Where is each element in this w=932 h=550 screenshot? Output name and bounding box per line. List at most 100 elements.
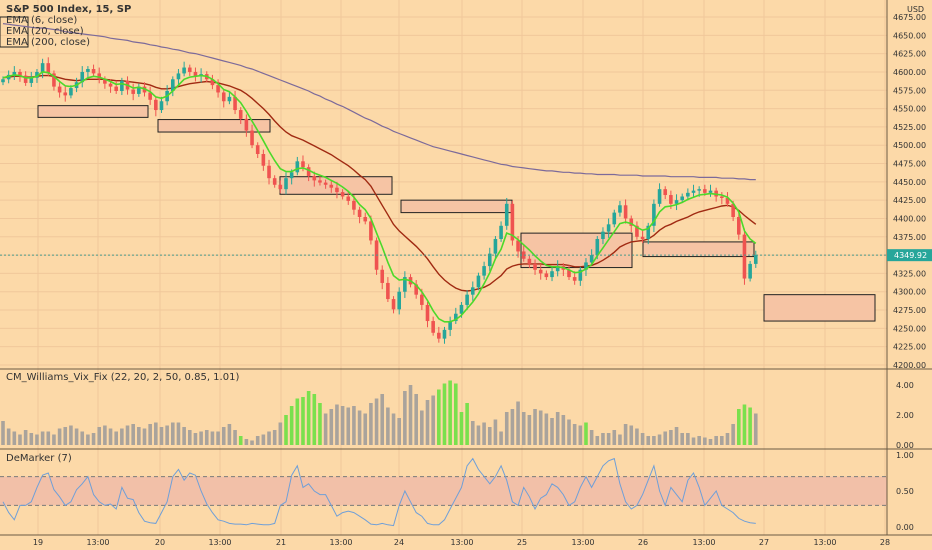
price-tick-label: 4225.00 <box>893 343 926 352</box>
candle-body <box>465 294 469 305</box>
zone-box <box>0 16 29 48</box>
vix-bar <box>448 380 452 445</box>
time-tick-label: 26 <box>638 538 648 547</box>
zone-box <box>520 232 633 269</box>
symbol-title[interactable]: S&P 500 Index, 15, SP <box>6 4 132 15</box>
candle-body <box>493 238 498 254</box>
vix-bar <box>57 428 62 445</box>
time-tick-label: 24 <box>394 538 404 547</box>
demarker-legend[interactable]: DeMarker (7) <box>6 453 72 464</box>
candle-body <box>369 221 373 241</box>
vix-bar <box>137 427 141 445</box>
vix-bar <box>159 427 164 445</box>
candle-body <box>346 196 351 201</box>
candle-body <box>318 180 322 183</box>
vix-bar <box>674 427 679 445</box>
vix-bar <box>646 436 651 445</box>
vix-bar <box>657 434 662 445</box>
vix-bar <box>182 427 186 445</box>
vix-bar <box>238 436 243 445</box>
demarker-oscillator <box>0 457 887 527</box>
vix-bar <box>216 431 220 445</box>
candle-body <box>187 67 192 72</box>
vix-bar <box>470 421 475 445</box>
vix-bar <box>278 422 283 445</box>
vix-bar <box>221 427 226 445</box>
candle-body <box>550 271 554 278</box>
time-tick-label: 13:00 <box>813 538 836 547</box>
vix-bar <box>669 430 673 445</box>
vix-bar <box>295 398 300 445</box>
candle-body <box>238 110 243 119</box>
candle-body <box>18 71 22 76</box>
vix-bar <box>69 425 73 445</box>
vix-bar <box>635 428 639 445</box>
candle-body <box>635 225 639 237</box>
vix-bar <box>357 410 362 445</box>
vix-bar <box>686 433 690 445</box>
vix-bar <box>91 433 96 445</box>
vix-bar <box>753 413 758 445</box>
price-tick-label: 4400.00 <box>893 214 926 223</box>
candle-body <box>244 118 249 131</box>
candle-body <box>555 266 560 272</box>
vix-bar <box>272 430 277 445</box>
vix-bar <box>267 431 271 445</box>
candle-body <box>589 255 594 263</box>
vix-bar <box>86 434 90 445</box>
candle-body <box>46 63 51 74</box>
time-tick-label: 20 <box>155 538 165 547</box>
candle-body <box>357 209 362 218</box>
vix-bar <box>1 421 5 445</box>
candle-body <box>323 182 328 185</box>
candle-body <box>720 196 724 198</box>
time-tick-label: 25 <box>517 538 527 547</box>
demarker-tick-label: 1.00 <box>896 451 914 460</box>
vix-bar <box>284 415 288 445</box>
ema-mid-label[interactable]: EMA (20, close) <box>6 26 84 37</box>
candle-body <box>504 203 509 226</box>
vix-bar <box>612 430 617 445</box>
vix-bar <box>550 418 554 445</box>
ema-fast-label[interactable]: EMA (6, close) <box>6 15 78 26</box>
ema-6-line <box>2 71 757 323</box>
zone-box <box>763 294 876 322</box>
candle-body <box>629 218 634 226</box>
vix-bar <box>538 410 543 445</box>
price-tick-label: 4525.00 <box>893 123 926 132</box>
vix-tick-label: 0.00 <box>896 441 914 450</box>
price-tick-label: 4375.00 <box>893 233 926 242</box>
candle-body <box>284 178 288 190</box>
vix-bar <box>708 439 713 445</box>
vix-bar <box>623 424 628 445</box>
candle-body <box>697 189 701 191</box>
candle-body <box>40 63 45 72</box>
vix-bar <box>680 433 684 445</box>
vix-bar <box>504 412 509 445</box>
vix-bar <box>125 425 130 445</box>
vix-bar <box>476 425 481 445</box>
vix-bar <box>431 395 435 445</box>
candle-body <box>612 212 617 225</box>
candle-body <box>623 205 628 219</box>
candle-body <box>703 189 707 193</box>
candle-body <box>487 253 492 267</box>
vix-fix-legend[interactable]: CM_Williams_Vix_Fix (22, 20, 2, 50, 0.85… <box>6 372 240 383</box>
supply-demand-zones <box>0 16 876 322</box>
candle-body <box>312 175 317 181</box>
price-candles <box>1 57 758 344</box>
candle-body <box>753 255 758 264</box>
candle-body <box>584 262 588 270</box>
vix-bar <box>737 409 741 445</box>
ema-slow-label[interactable]: EMA (200, close) <box>6 37 90 48</box>
candle-body <box>691 190 696 193</box>
vix-bar <box>442 383 447 445</box>
vix-bar <box>618 434 622 445</box>
candle-body <box>261 154 266 166</box>
vix-bar <box>340 406 345 445</box>
vix-bar <box>131 424 135 445</box>
vix-bar <box>578 425 583 445</box>
candle-body <box>171 79 175 91</box>
